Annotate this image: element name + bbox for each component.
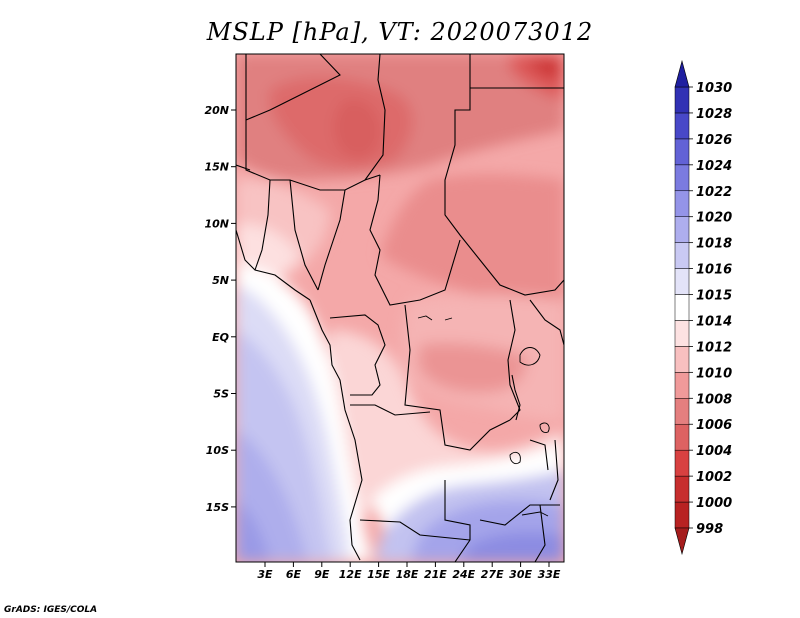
colorbar-band <box>674 320 690 347</box>
colorbar-label: 1020 <box>696 211 732 226</box>
colorbar-band <box>674 475 690 503</box>
colorbar-band <box>674 449 690 477</box>
lat-label: 5N <box>212 274 229 287</box>
lat-label: 15S <box>206 501 229 514</box>
colorbar-band <box>674 164 690 192</box>
colorbar-label: 1006 <box>696 418 732 433</box>
colorbar-label: 1002 <box>696 470 732 485</box>
lon-label: 12E <box>339 568 362 581</box>
lat-label: 15N <box>204 161 229 174</box>
colorbar-label: 1004 <box>696 444 732 459</box>
colorbar: 998 1000 1002 1004 1006 1008 1010 1012 1014 1015 1… <box>674 59 732 556</box>
map-title: MSLP [hPa], VT: 2020073012 <box>206 18 594 46</box>
lon-label: 27E <box>481 568 504 581</box>
colorbar-label: 1030 <box>696 81 732 96</box>
colorbar-band <box>674 501 690 529</box>
longitude-axis: 3E 6E 9E 12E 15E 18E 21E 24E 27E 30E 33E <box>257 562 561 581</box>
colorbar-label: 998 <box>696 522 723 537</box>
lon-label: 30E <box>509 568 532 581</box>
colorbar-label: 1024 <box>696 159 732 174</box>
colorbar-band <box>674 190 690 217</box>
lon-label: 21E <box>424 568 447 581</box>
colorbar-label: 1015 <box>696 289 732 304</box>
grads-credit: GrADS: IGES/COLA <box>4 605 98 615</box>
colorbar-band <box>674 423 690 451</box>
lat-label: 20N <box>204 104 229 117</box>
colorbar-label: 1008 <box>696 392 732 407</box>
colorbar-label: 1014 <box>696 314 732 329</box>
colorbar-label: 1000 <box>696 496 732 511</box>
lat-label: 10N <box>204 217 229 230</box>
colorbar-label: 1016 <box>696 263 732 278</box>
colorbar-label: 1010 <box>696 366 732 381</box>
map-frame <box>235 53 565 563</box>
lon-label: 9E <box>314 568 330 581</box>
colorbar-high-end <box>674 59 690 88</box>
lat-label: EQ <box>212 331 229 344</box>
colorbar-label: 1018 <box>696 237 732 252</box>
colorbar-label: 1028 <box>696 107 732 122</box>
colorbar-band <box>674 268 690 295</box>
lat-label: 10S <box>206 444 229 457</box>
colorbar-label: 1012 <box>696 340 732 355</box>
lon-label: 15E <box>367 568 390 581</box>
colorbar-band <box>674 216 690 243</box>
lon-label: 6E <box>286 568 302 581</box>
colorbar-label: 1022 <box>696 185 732 200</box>
colorbar-label: 1026 <box>696 133 732 148</box>
colorbar-band <box>674 86 690 114</box>
lon-label: 33E <box>538 568 561 581</box>
colorbar-band <box>674 138 690 166</box>
coastline-borders <box>236 54 564 562</box>
colorbar-band <box>674 242 690 269</box>
lon-label: 3E <box>257 568 273 581</box>
colorbar-low-end <box>674 527 690 556</box>
lon-label: 24E <box>452 568 475 581</box>
colorbar-band <box>674 398 690 425</box>
colorbar-band <box>674 372 690 399</box>
colorbar-band <box>674 346 690 373</box>
lat-label: 5S <box>213 388 229 401</box>
lon-label: 18E <box>396 568 419 581</box>
pressure-field <box>236 54 564 562</box>
colorbar-band <box>674 112 690 140</box>
latitude-axis: 20N 15N 10N 5N EQ 5S 10S 15S <box>204 104 236 514</box>
colorbar-band <box>674 294 690 321</box>
